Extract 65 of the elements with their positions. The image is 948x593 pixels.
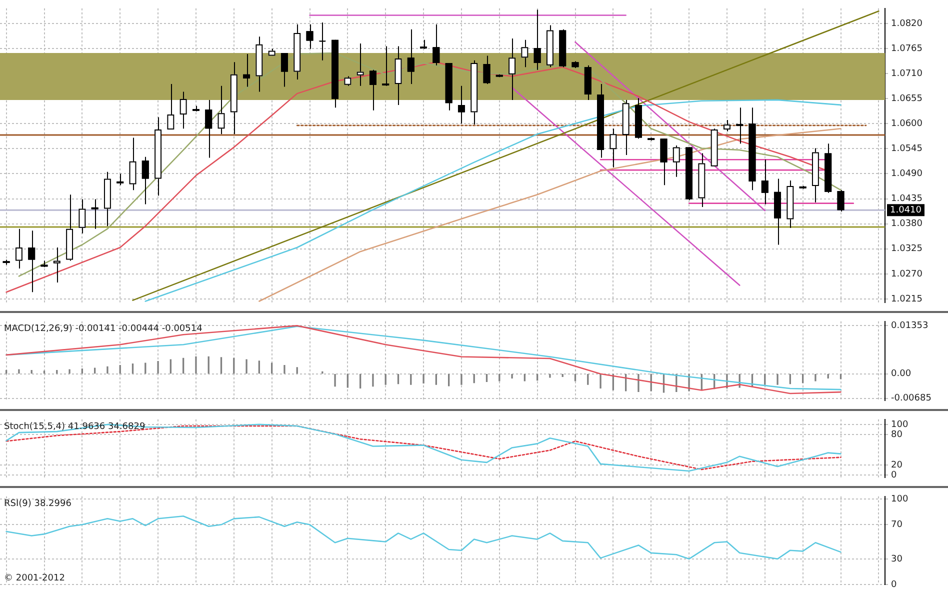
ref-line-label: 1.0410	[890, 205, 922, 216]
candlestick	[28, 230, 36, 293]
y-tick-label: 100	[891, 420, 908, 430]
y-tick-label: 1.0270	[891, 269, 923, 280]
candlestick	[205, 99, 212, 158]
y-tick-label: 20	[891, 460, 903, 470]
candlestick	[78, 198, 86, 234]
candlestick	[660, 138, 668, 186]
y-tick-label: 1.0820	[891, 18, 923, 29]
annotation: © 2001-2012	[4, 573, 65, 584]
candlestick	[218, 85, 225, 135]
y-tick-label: 1.0325	[891, 244, 922, 254]
y-tick-label: 0.00	[891, 369, 912, 380]
chart-title: RSI(9) 38.2996	[4, 499, 72, 510]
candlestick	[306, 24, 314, 50]
y-tick-label: 30	[891, 554, 903, 564]
candlestick	[129, 137, 136, 191]
candlestick	[698, 152, 706, 208]
candlestick	[610, 128, 617, 168]
candlestick	[458, 85, 465, 124]
candlestick	[420, 39, 428, 50]
y-tick-label: 1.0435	[891, 194, 922, 204]
y-tick-label: 1.0490	[891, 169, 923, 180]
y-tick-label: 0.01353	[891, 320, 928, 331]
candlestick	[508, 38, 516, 100]
candlestick	[369, 69, 376, 111]
candlestick	[432, 24, 440, 66]
candlestick	[736, 107, 744, 144]
candlestick	[180, 91, 187, 130]
candlestick	[723, 119, 730, 132]
y-tick-label: 1.0600	[891, 118, 923, 129]
candlestick	[167, 84, 174, 130]
candlestick	[761, 159, 768, 205]
y-tick-label: 1.0380	[891, 219, 923, 230]
y-tick-label: -0.00685	[891, 394, 932, 404]
y-tick-label: 100	[891, 494, 908, 504]
y-tick-label: 1.0545	[891, 144, 922, 154]
candlestick	[344, 76, 352, 86]
y-tick-label: 1.0710	[891, 68, 923, 79]
y-tick-label: 1.0215	[891, 294, 922, 304]
candlestick	[407, 28, 414, 84]
candlestick	[356, 42, 364, 86]
y-tick-label: 1.0655	[891, 94, 922, 104]
candlestick	[66, 194, 74, 262]
candlestick	[243, 53, 250, 88]
y-tick-label: 0	[891, 580, 897, 590]
candlestick	[672, 144, 680, 178]
candlestick	[142, 156, 149, 205]
candlestick	[116, 173, 124, 186]
candlestick	[91, 198, 98, 230]
candlestick	[15, 228, 22, 269]
candlestick	[534, 9, 541, 70]
candlestick	[774, 178, 782, 246]
y-tick-label: 80	[891, 430, 903, 440]
candlestick	[483, 55, 490, 84]
candlestick	[837, 190, 844, 212]
y-tick-label: 70	[891, 520, 903, 530]
candlestick	[597, 84, 604, 158]
y-tick-label: 0	[891, 470, 897, 480]
candlestick	[559, 28, 566, 68]
candlestick	[53, 246, 60, 284]
candlestick	[382, 46, 390, 86]
candlestick	[521, 39, 528, 68]
y-tick-label: 1.0765	[891, 44, 922, 54]
chart-title: MACD(12,26,9) -0.00141 -0.00444 -0.00514	[4, 324, 203, 334]
